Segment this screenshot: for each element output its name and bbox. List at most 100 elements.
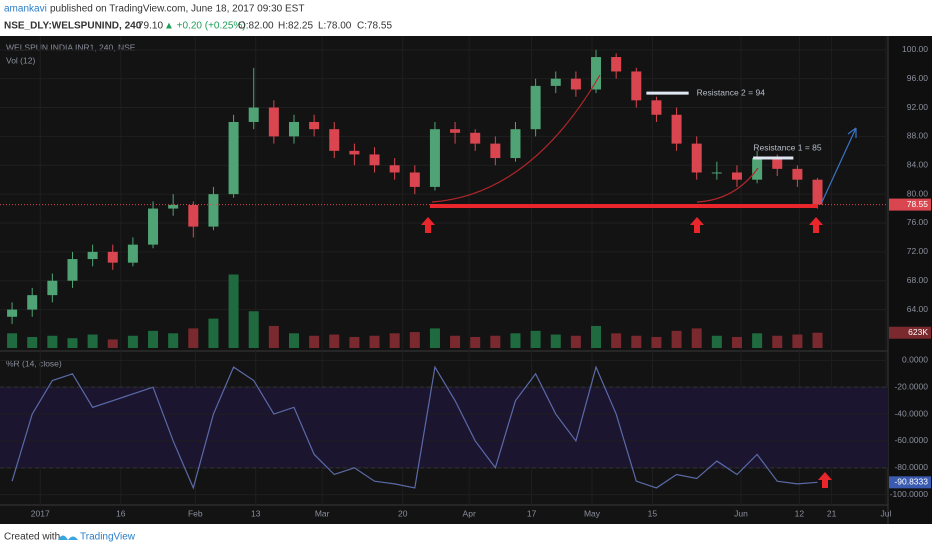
volume-bar <box>429 328 440 348</box>
volume-bar <box>450 335 461 348</box>
candle-body <box>87 251 98 260</box>
last: 79.10 <box>138 21 163 32</box>
volume-bar <box>490 335 501 348</box>
y-tick-label: 92.00 <box>907 102 929 112</box>
candle-body <box>248 107 259 122</box>
y-tick-label: -20.0000 <box>894 381 928 391</box>
volume-bar <box>530 330 541 348</box>
volume-bar <box>752 333 763 348</box>
volume-bar <box>389 333 400 348</box>
band-fill <box>0 387 888 468</box>
y-tick-label: 0.0000 <box>902 355 928 365</box>
y-tick-label: 84.00 <box>907 160 929 170</box>
y-tick-label: 64.00 <box>907 304 929 314</box>
volume-bar <box>671 330 682 348</box>
y-tick-label: 80.00 <box>907 188 929 198</box>
volume-bar <box>731 336 742 348</box>
candle-body <box>450 129 461 133</box>
last-value-box <box>889 198 931 211</box>
price-axis-background <box>888 36 932 524</box>
candle-body <box>208 194 219 227</box>
candle-body <box>772 158 783 169</box>
volume-bar <box>570 335 581 348</box>
wr-pane-title: %R (14, close) <box>6 358 62 368</box>
volume-bar <box>611 333 622 348</box>
volume-bar <box>550 334 561 348</box>
y-tick-label: -40.0000 <box>894 408 928 418</box>
last-value-label: 78.55 <box>907 199 929 209</box>
candle-body <box>168 204 179 209</box>
volume-bar <box>168 333 179 348</box>
volume-bar <box>651 336 662 348</box>
x-tick-label: 16 <box>116 508 126 518</box>
up-arrow <box>421 217 435 233</box>
y-tick-label: 88.00 <box>907 131 929 141</box>
volume-bar <box>510 333 521 348</box>
volume-bar <box>27 336 38 348</box>
candle-body <box>490 143 501 159</box>
x-tick-label: 15 <box>648 508 658 518</box>
arrows <box>421 217 832 488</box>
footer-brand: TradingView <box>80 532 136 543</box>
volume-bar <box>772 335 783 348</box>
volume-pane-title: Vol (12) <box>6 55 35 65</box>
volume-bar <box>188 328 199 348</box>
y-tick-label: 76.00 <box>907 217 929 227</box>
candle-body <box>349 150 360 155</box>
candle-body <box>651 100 662 115</box>
candle-body <box>188 204 199 227</box>
resistance-label: Resistance 1 = 85 <box>753 142 822 152</box>
up-arrow <box>690 217 704 233</box>
volume-bar <box>711 335 722 348</box>
ohlc-low: L:78.00 <box>318 21 352 32</box>
volume-bar <box>148 330 159 348</box>
candle-body <box>470 132 481 144</box>
candle-body <box>47 280 58 296</box>
up-arrow <box>809 217 823 233</box>
candle-body <box>127 244 138 263</box>
volume-bar <box>409 332 420 348</box>
volume-bar <box>107 339 118 348</box>
volume-bar <box>470 336 481 348</box>
candle-body <box>268 107 279 137</box>
last-value-box <box>889 476 931 489</box>
x-tick-label: 17 <box>527 508 537 518</box>
candle-body <box>288 121 299 137</box>
volume-bar <box>67 338 78 348</box>
author[interactable]: amankavi <box>4 4 47 15</box>
volume-bar <box>631 335 642 348</box>
volume-bar <box>208 318 219 348</box>
volume-bar <box>349 336 360 348</box>
change: ▲ +0.20 (+0.25%) <box>164 21 246 32</box>
candle-body <box>389 165 400 173</box>
ohlc-open: O:82.00 <box>238 21 274 32</box>
last-value-label: 623K <box>908 327 928 337</box>
volume-bar <box>812 332 823 348</box>
candle-body <box>550 78 561 86</box>
candle-body <box>731 172 742 180</box>
candle-body <box>7 309 18 317</box>
x-tick-label: 13 <box>251 508 261 518</box>
volume-bar <box>792 334 803 348</box>
candle-body <box>429 129 440 187</box>
volume-bar <box>7 333 18 348</box>
candle-body <box>27 295 38 310</box>
candle-body <box>611 57 622 72</box>
volume-bar <box>369 335 380 348</box>
trend-arrow <box>821 127 857 203</box>
volume-bar <box>329 334 340 348</box>
y-tick-label: 100.00 <box>902 44 928 54</box>
x-tick-label: May <box>584 508 601 518</box>
volume-bar <box>228 274 239 348</box>
volume-bar <box>248 311 259 348</box>
candle-body <box>510 129 521 159</box>
x-tick-label: Mar <box>315 508 330 518</box>
candle-body <box>67 259 78 281</box>
candle-body <box>792 168 803 180</box>
tv-logo <box>58 535 78 540</box>
ohlc-high: H:82.25 <box>278 21 313 32</box>
candle-body <box>409 172 420 187</box>
candle-body <box>812 179 823 205</box>
cup-arc <box>696 167 759 203</box>
